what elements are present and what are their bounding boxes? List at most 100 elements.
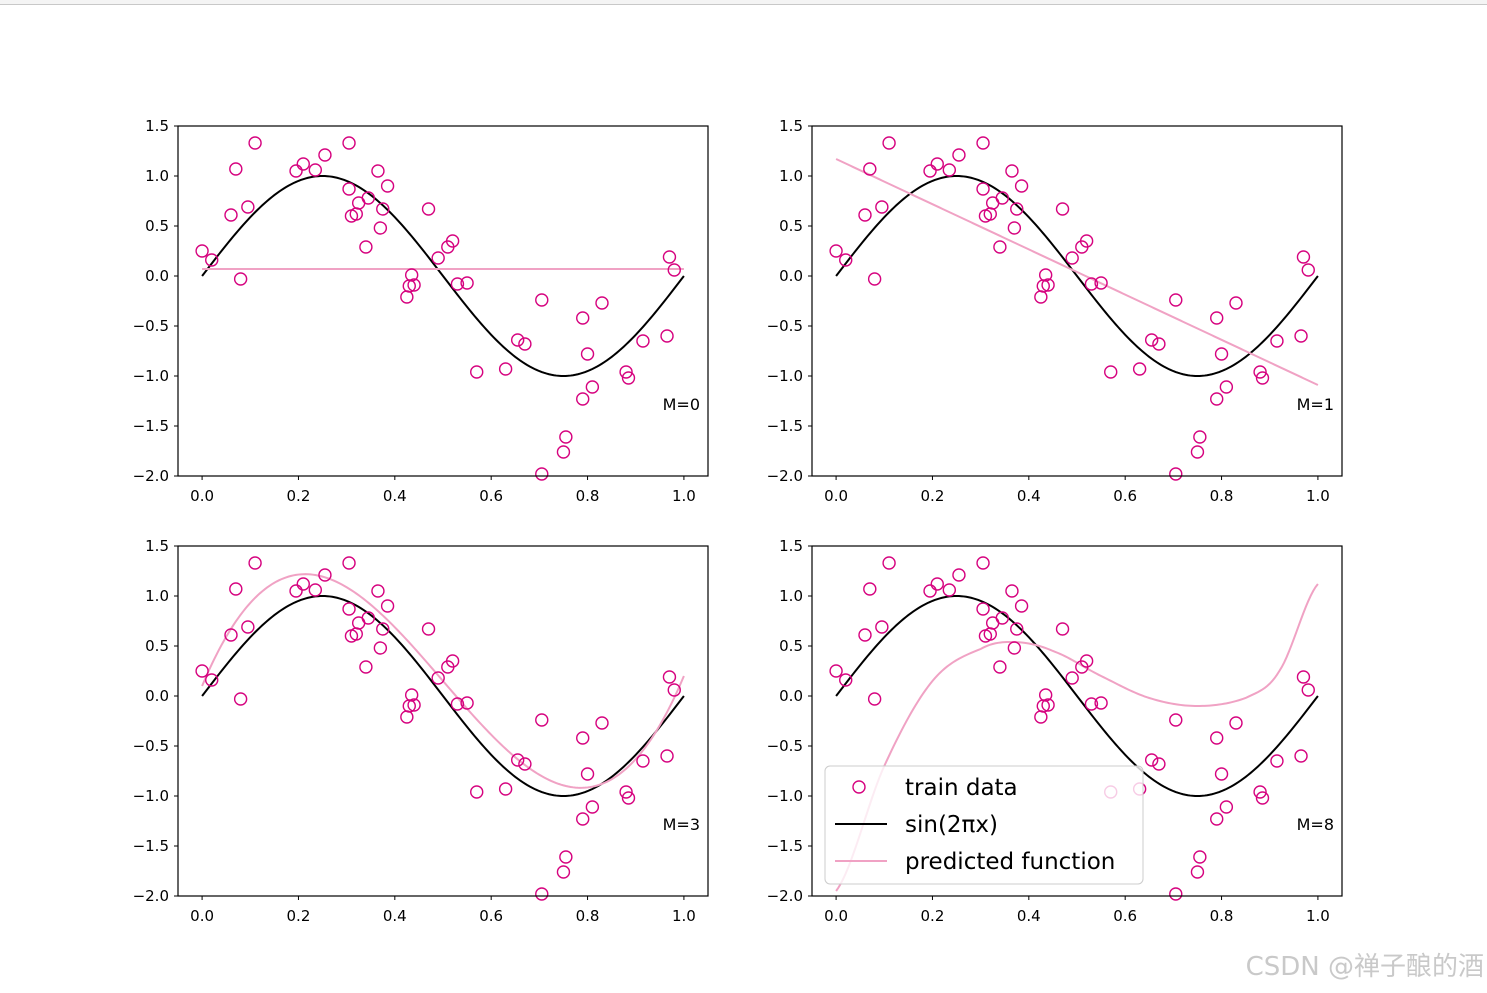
y-tick-label: 1.0 (779, 167, 803, 185)
train-data-point (349, 207, 363, 221)
train-data-point (1190, 445, 1205, 459)
train-data-point (373, 641, 388, 655)
train-data-point (1079, 234, 1094, 248)
train-data-point (1055, 202, 1070, 216)
x-tick-label: 0.6 (479, 487, 503, 505)
train-data-point (1219, 800, 1234, 814)
y-tick-label: 1.0 (145, 167, 169, 185)
train-data-point (1038, 268, 1053, 282)
train-data-point (621, 791, 636, 805)
train-data-point (1219, 380, 1234, 394)
train-data-point (1210, 812, 1224, 826)
train-data-point (407, 698, 421, 712)
x-tick-label: 1.0 (672, 907, 696, 925)
train-data-point (1294, 329, 1308, 343)
plot-area (835, 158, 1319, 386)
train-data-point (660, 749, 674, 763)
train-data-point (875, 620, 889, 634)
train-data-point (205, 253, 219, 267)
y-tick-label: −1.0 (133, 787, 169, 805)
train-data-point (1010, 622, 1024, 636)
train-data-point (1169, 713, 1183, 727)
train-data-point (576, 812, 590, 826)
y-tick-label: 0.5 (779, 217, 803, 235)
train-data-point (858, 628, 872, 642)
train-data-point (1034, 710, 1048, 724)
train-data-point (349, 627, 363, 641)
train-data-point (1169, 293, 1183, 307)
y-tick-label: −2.0 (767, 887, 803, 905)
legend: train data sin(2πx) predicted function (824, 765, 1144, 885)
train-data-point (942, 163, 957, 177)
train-data-point (361, 611, 376, 625)
train-data-point (1210, 311, 1224, 325)
y-tick-label: −1.0 (767, 367, 803, 385)
train-data-point (205, 673, 219, 687)
train-data-point (1169, 887, 1183, 901)
true-function-line (201, 594, 685, 798)
y-tick-label: 0.0 (779, 267, 803, 285)
train-data-point (431, 251, 445, 265)
train-data-point (535, 293, 549, 307)
train-data-point (400, 290, 414, 304)
train-data-point (983, 207, 997, 221)
x-tick-label: 1.0 (1306, 487, 1330, 505)
train-data-point (595, 716, 609, 730)
legend-train-marker (852, 780, 866, 794)
train-data-point (1084, 697, 1099, 711)
train-data-point (829, 244, 843, 258)
y-tick-label: −1.0 (767, 787, 803, 805)
plot-area (201, 174, 685, 378)
y-tick-label: −1.0 (133, 367, 169, 385)
train-data-point (1214, 767, 1229, 781)
train-data-point (510, 333, 525, 347)
train-data-point (400, 710, 414, 724)
train-data-point (470, 365, 484, 379)
model-order-label: M=8 (1297, 815, 1334, 834)
train-data-point (1152, 337, 1166, 351)
train-data-point (1005, 164, 1019, 178)
train-data-point (248, 556, 262, 570)
train-data-point (942, 583, 957, 597)
train-data-point (1010, 202, 1024, 216)
train-data-point (1294, 749, 1308, 763)
train-data-point (1296, 670, 1311, 684)
train-data-point (923, 164, 937, 178)
x-tick-label: 0.8 (1210, 487, 1234, 505)
train-data-point (621, 371, 636, 385)
legend-truth-label: sin(2πx) (905, 812, 998, 838)
train-data-point (1169, 467, 1183, 481)
x-tick-label: 0.4 (383, 907, 407, 925)
x-tick-label: 1.0 (672, 487, 696, 505)
train-data-point (1270, 754, 1284, 768)
axes-frame (177, 545, 709, 897)
train-data-point (952, 148, 966, 162)
train-data-point (585, 380, 600, 394)
train-data-point (498, 782, 513, 796)
y-tick-label: 1.0 (779, 587, 803, 605)
subplot-m-8: 0.0 0.2 0.4 0.6 0.8 1.0 −2.0 −1.5 −1.0 −0.5 0.0 0.5… (767, 537, 1343, 925)
train-data-point (1229, 296, 1243, 310)
train-data-point (619, 365, 633, 379)
train-data-point (1270, 334, 1284, 348)
train-data-point (404, 688, 419, 702)
train-data-point (431, 671, 445, 685)
train-data-point (1104, 365, 1118, 379)
true-function-line (201, 174, 685, 378)
plot-area (201, 573, 685, 798)
y-tick-label: −2.0 (133, 887, 169, 905)
train-data-point (342, 182, 356, 196)
train-data-point (1210, 731, 1224, 745)
train-data-point (576, 731, 590, 745)
train-data-point (559, 430, 573, 444)
x-tick-label: 0.6 (1113, 907, 1137, 925)
y-tick-label: −0.5 (767, 317, 803, 335)
legend-train-label: train data (905, 775, 1018, 801)
subplot-m-3: 0.0 0.2 0.4 0.6 0.8 1.0 −2.0 −1.5 −1.0 −0.5 0.0 0.5… (133, 537, 709, 925)
train-data-point (510, 753, 525, 767)
train-data-point (882, 136, 896, 150)
y-tick-label: 1.0 (145, 587, 169, 605)
window-top-edge (0, 0, 1487, 5)
y-tick-label: 0.0 (145, 687, 169, 705)
